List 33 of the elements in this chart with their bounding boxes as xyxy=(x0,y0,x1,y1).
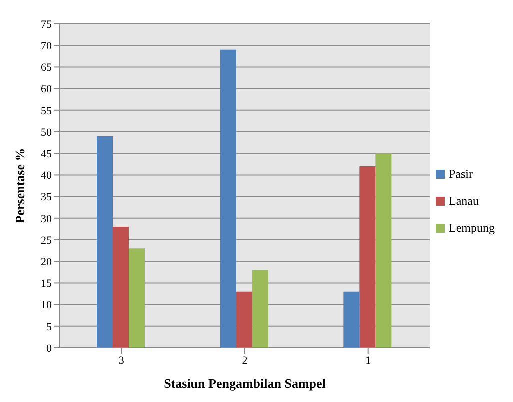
y-tick-label: 10 xyxy=(41,300,52,312)
y-tick-label: 65 xyxy=(41,62,52,74)
bar xyxy=(360,166,376,348)
y-tick-label: 75 xyxy=(41,18,52,31)
legend-label: Lempung xyxy=(449,220,495,234)
x-tick-label: 1 xyxy=(366,354,372,367)
x-axis-title: Stasiun Pengambilan Sampel xyxy=(164,376,326,391)
y-tick-label: 0 xyxy=(46,342,52,355)
y-tick-label: 50 xyxy=(41,126,52,139)
y-tick-label: 15 xyxy=(41,278,52,290)
bar xyxy=(129,248,145,348)
bar xyxy=(220,50,236,348)
legend-label: Pasir xyxy=(449,166,473,180)
y-tick-label: 45 xyxy=(41,148,52,161)
bar xyxy=(97,136,113,348)
y-tick-label: 55 xyxy=(41,105,52,118)
y-tick-label: 30 xyxy=(41,213,52,226)
bar xyxy=(113,227,129,348)
y-tick-label: 5 xyxy=(46,321,52,334)
bar xyxy=(252,270,268,348)
legend-label: Lanau xyxy=(449,194,479,208)
y-tick-label: 20 xyxy=(41,256,52,269)
x-tick-label: 2 xyxy=(242,354,248,367)
y-tick-label: 70 xyxy=(41,40,52,53)
y-tick-label: 60 xyxy=(41,84,52,96)
bar xyxy=(344,292,360,348)
y-tick-label: 35 xyxy=(41,192,52,204)
x-tick-label: 3 xyxy=(118,354,125,367)
y-tick-label: 40 xyxy=(41,170,52,182)
bar xyxy=(236,292,252,348)
bar xyxy=(376,154,392,348)
y-tick-label: 25 xyxy=(41,234,52,247)
y-axis-title: Persentase % xyxy=(12,148,28,224)
